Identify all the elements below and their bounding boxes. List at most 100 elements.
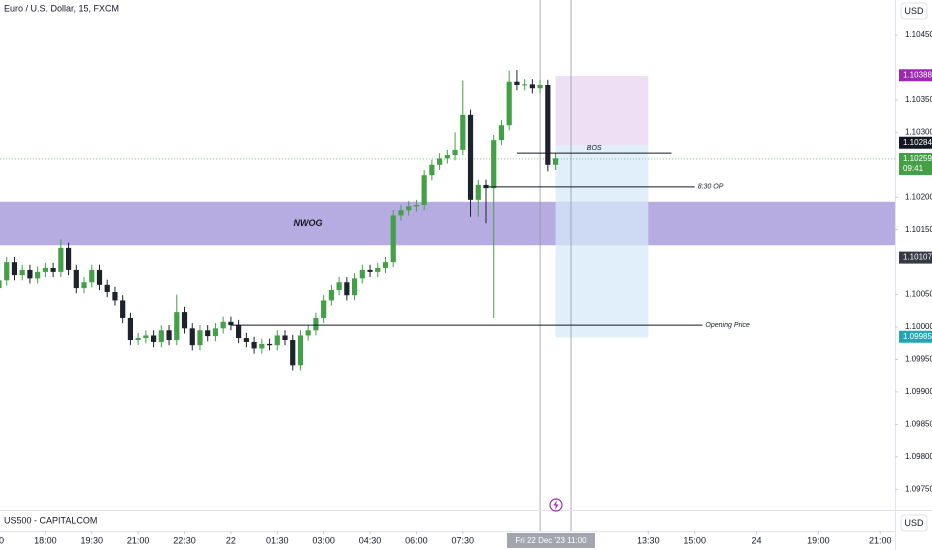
candle-body [174, 312, 180, 340]
candle-body [344, 282, 350, 296]
candle-body [166, 330, 172, 340]
candle-body [305, 330, 311, 336]
candle-body [81, 282, 87, 289]
candle-body [274, 335, 280, 346]
candle-body [236, 325, 242, 339]
candle-body [112, 291, 118, 301]
x-tick-label: 07:30 [452, 535, 475, 545]
candle-body [529, 84, 535, 89]
candle-body [514, 81, 520, 85]
candle-body [73, 269, 79, 289]
x-tick-label: 22:30 [173, 535, 196, 545]
price-tag-label: 1.10284 [903, 138, 932, 147]
y-tick-label: 1.10300 [905, 127, 932, 136]
currency-label[interactable]: USD [904, 6, 924, 16]
price-tag [899, 136, 932, 149]
candle-body [522, 84, 528, 86]
candle-body [437, 158, 443, 165]
x-tick-label: 18:00 [34, 535, 57, 545]
x-tick-label: 19:00 [807, 535, 830, 545]
y-tick-label: 1.09900 [905, 387, 932, 396]
candle-body [545, 85, 551, 165]
candle-body [351, 278, 358, 296]
candle-body [382, 262, 389, 268]
x-tick-label: 15:00 [683, 535, 706, 545]
level-label: 8:30 OP [698, 184, 724, 191]
level-label: BOS [587, 145, 602, 152]
candle-body [367, 269, 373, 272]
candle-body [336, 282, 342, 291]
price-tag-label: 1.10388 [903, 70, 932, 79]
candle-body [266, 343, 273, 346]
y-tick-label: 1.09950 [905, 355, 932, 364]
candle-body [50, 267, 56, 272]
footer-symbol[interactable]: US500 - CAPITALCOM [4, 515, 97, 525]
candle-body [452, 149, 458, 156]
price-tag [899, 330, 932, 343]
y-tick-label: 1.09750 [905, 484, 932, 493]
position-loss [555, 145, 649, 338]
crosshair-label-bg [507, 533, 596, 548]
candle-body [42, 267, 48, 272]
currency-button[interactable] [900, 2, 928, 20]
candle-body [4, 262, 10, 281]
candle-body [120, 300, 126, 318]
candle-body [197, 330, 203, 346]
price-tag [899, 152, 932, 175]
currency-label[interactable]: USD [904, 518, 924, 528]
level-label: Opening Price [705, 322, 749, 329]
candle-body [35, 271, 41, 279]
candle-body [96, 269, 103, 285]
position-profit [555, 75, 649, 146]
chart-title: Euro / U.S. Dollar, 15, FXCM [4, 3, 119, 13]
candle-body [228, 321, 234, 326]
candle-body [429, 164, 435, 176]
currency-button[interactable] [900, 514, 928, 532]
x-tick-label: 21:00 [127, 535, 150, 545]
candle-body [65, 247, 72, 270]
candle-body [181, 312, 188, 329]
candle-body [27, 269, 33, 279]
y-tick-label: 1.10450 [905, 30, 932, 39]
candle-body [158, 330, 164, 342]
price-tag-countdown: 09:41 [903, 164, 924, 173]
candle-body [259, 343, 265, 349]
candle-body [359, 269, 365, 279]
candle-body [413, 205, 420, 207]
candle-body [0, 280, 2, 289]
candle-body [297, 335, 304, 366]
x-tick-label: 13:30 [637, 535, 660, 545]
candle-body [212, 328, 219, 337]
x-tick-label: 03:00 [312, 535, 335, 545]
price-tag-label: 1.10107 [903, 253, 932, 262]
candle-body [406, 206, 412, 211]
candle-body [498, 125, 505, 141]
candle-body [11, 262, 18, 276]
candle-body [251, 341, 257, 349]
candle-body [151, 335, 157, 342]
x-tick-label: 22 [226, 535, 236, 545]
candle-body [506, 81, 512, 126]
candle-body [58, 247, 64, 272]
price-tag [899, 69, 932, 82]
zone-label: NWOG [294, 218, 323, 228]
candle-body [205, 330, 211, 337]
candle-body [127, 317, 134, 340]
replay-icon[interactable] [549, 498, 563, 512]
y-tick-label: 1.09850 [905, 419, 932, 428]
price-tag-label: 1.09985 [903, 332, 932, 341]
x-tick-label: 24 [752, 535, 762, 545]
candle-body [220, 321, 226, 329]
y-tick-label: 1.10000 [905, 322, 932, 331]
candle-body [89, 269, 95, 283]
candle-body [398, 210, 404, 216]
x-tick-label: 19:30 [80, 535, 103, 545]
zone [0, 201, 895, 246]
candle-body [467, 114, 474, 200]
y-tick-label: 1.10050 [905, 290, 932, 299]
candle-body [282, 335, 288, 340]
price-tag-label: 1.10259 [903, 154, 932, 163]
y-tick-label: 1.09800 [905, 452, 932, 461]
